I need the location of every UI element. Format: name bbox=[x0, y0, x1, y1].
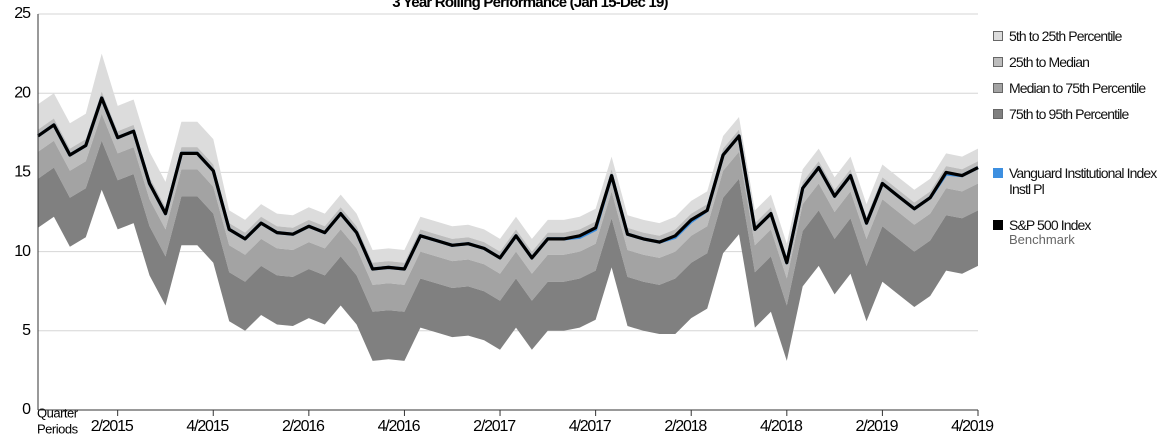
y-tick-label: 15 bbox=[14, 164, 31, 181]
x-tick-label: 2/2019 bbox=[856, 418, 899, 435]
legend-label: S&P 500 Index Benchmark bbox=[1009, 217, 1159, 246]
legend-swatch bbox=[993, 220, 1003, 230]
legend-swatch bbox=[993, 109, 1003, 119]
y-tick-label: 5 bbox=[22, 322, 31, 339]
x-axis-label: Quarter bbox=[37, 405, 79, 420]
legend-label: 25th to Median bbox=[1009, 54, 1159, 70]
x-tick-label: 2/2017 bbox=[473, 418, 516, 435]
legend-text: 5th to 25th Percentile bbox=[1009, 28, 1122, 44]
band-area bbox=[38, 91, 978, 285]
y-tick-label: 20 bbox=[14, 84, 31, 101]
x-tick-label: 4/2018 bbox=[760, 418, 803, 435]
legend-text: S&P 500 Index bbox=[1009, 217, 1091, 233]
legend-swatch bbox=[993, 168, 1003, 178]
band-area bbox=[38, 113, 978, 312]
band-area bbox=[38, 140, 978, 361]
plot-area bbox=[37, 53, 979, 361]
legend-label: Vanguard Institutional Index Instl Pl bbox=[1009, 165, 1159, 197]
y-tick-label: 0 bbox=[22, 401, 31, 418]
legend-label: Median to 75th Percentile bbox=[1009, 80, 1159, 96]
x-tick-label: 4/2015 bbox=[186, 418, 229, 435]
y-tick-label: 25 bbox=[14, 5, 31, 22]
y-tick-label: 10 bbox=[14, 243, 31, 260]
x-tick-label: 4/2019 bbox=[951, 418, 994, 435]
x-tick-label: 2/2018 bbox=[664, 418, 707, 435]
legend-text: 75th to 95th Percentile bbox=[1009, 106, 1129, 122]
x-tick-label: 4/2017 bbox=[569, 418, 612, 435]
legend-item: Median to 75th Percentile bbox=[993, 80, 1159, 96]
x-tick-label: 4/2016 bbox=[378, 418, 421, 435]
chart-title: 3 Year Rolling Performance (Jan 15-Dec 1… bbox=[392, 0, 668, 11]
legend-sublabel: Benchmark bbox=[1009, 232, 1075, 247]
legend-item: 75th to 95th Percentile bbox=[993, 106, 1159, 122]
x-axis-label: Periods bbox=[37, 421, 79, 436]
legend-label: 5th to 25th Percentile bbox=[1009, 28, 1159, 44]
legend-swatch bbox=[993, 83, 1003, 93]
legend-text: 25th to Median bbox=[1009, 54, 1090, 70]
legend-item: S&P 500 Index Benchmark bbox=[993, 217, 1159, 246]
legend-swatch bbox=[993, 31, 1003, 41]
legend-item: 25th to Median bbox=[993, 54, 1159, 70]
x-tick-label: 2/2016 bbox=[282, 418, 325, 435]
legend-text: Vanguard Institutional Index Instl Pl bbox=[1009, 165, 1157, 197]
legend-label: 75th to 95th Percentile bbox=[1009, 106, 1159, 122]
legend-swatch bbox=[993, 57, 1003, 67]
series-line bbox=[37, 96, 979, 271]
legend-text: Median to 75th Percentile bbox=[1009, 80, 1146, 96]
legend-item: 5th to 25th Percentile bbox=[993, 28, 1159, 44]
legend-item: Vanguard Institutional Index Instl Pl bbox=[993, 165, 1159, 197]
x-tick-label: 2/2015 bbox=[91, 418, 134, 435]
